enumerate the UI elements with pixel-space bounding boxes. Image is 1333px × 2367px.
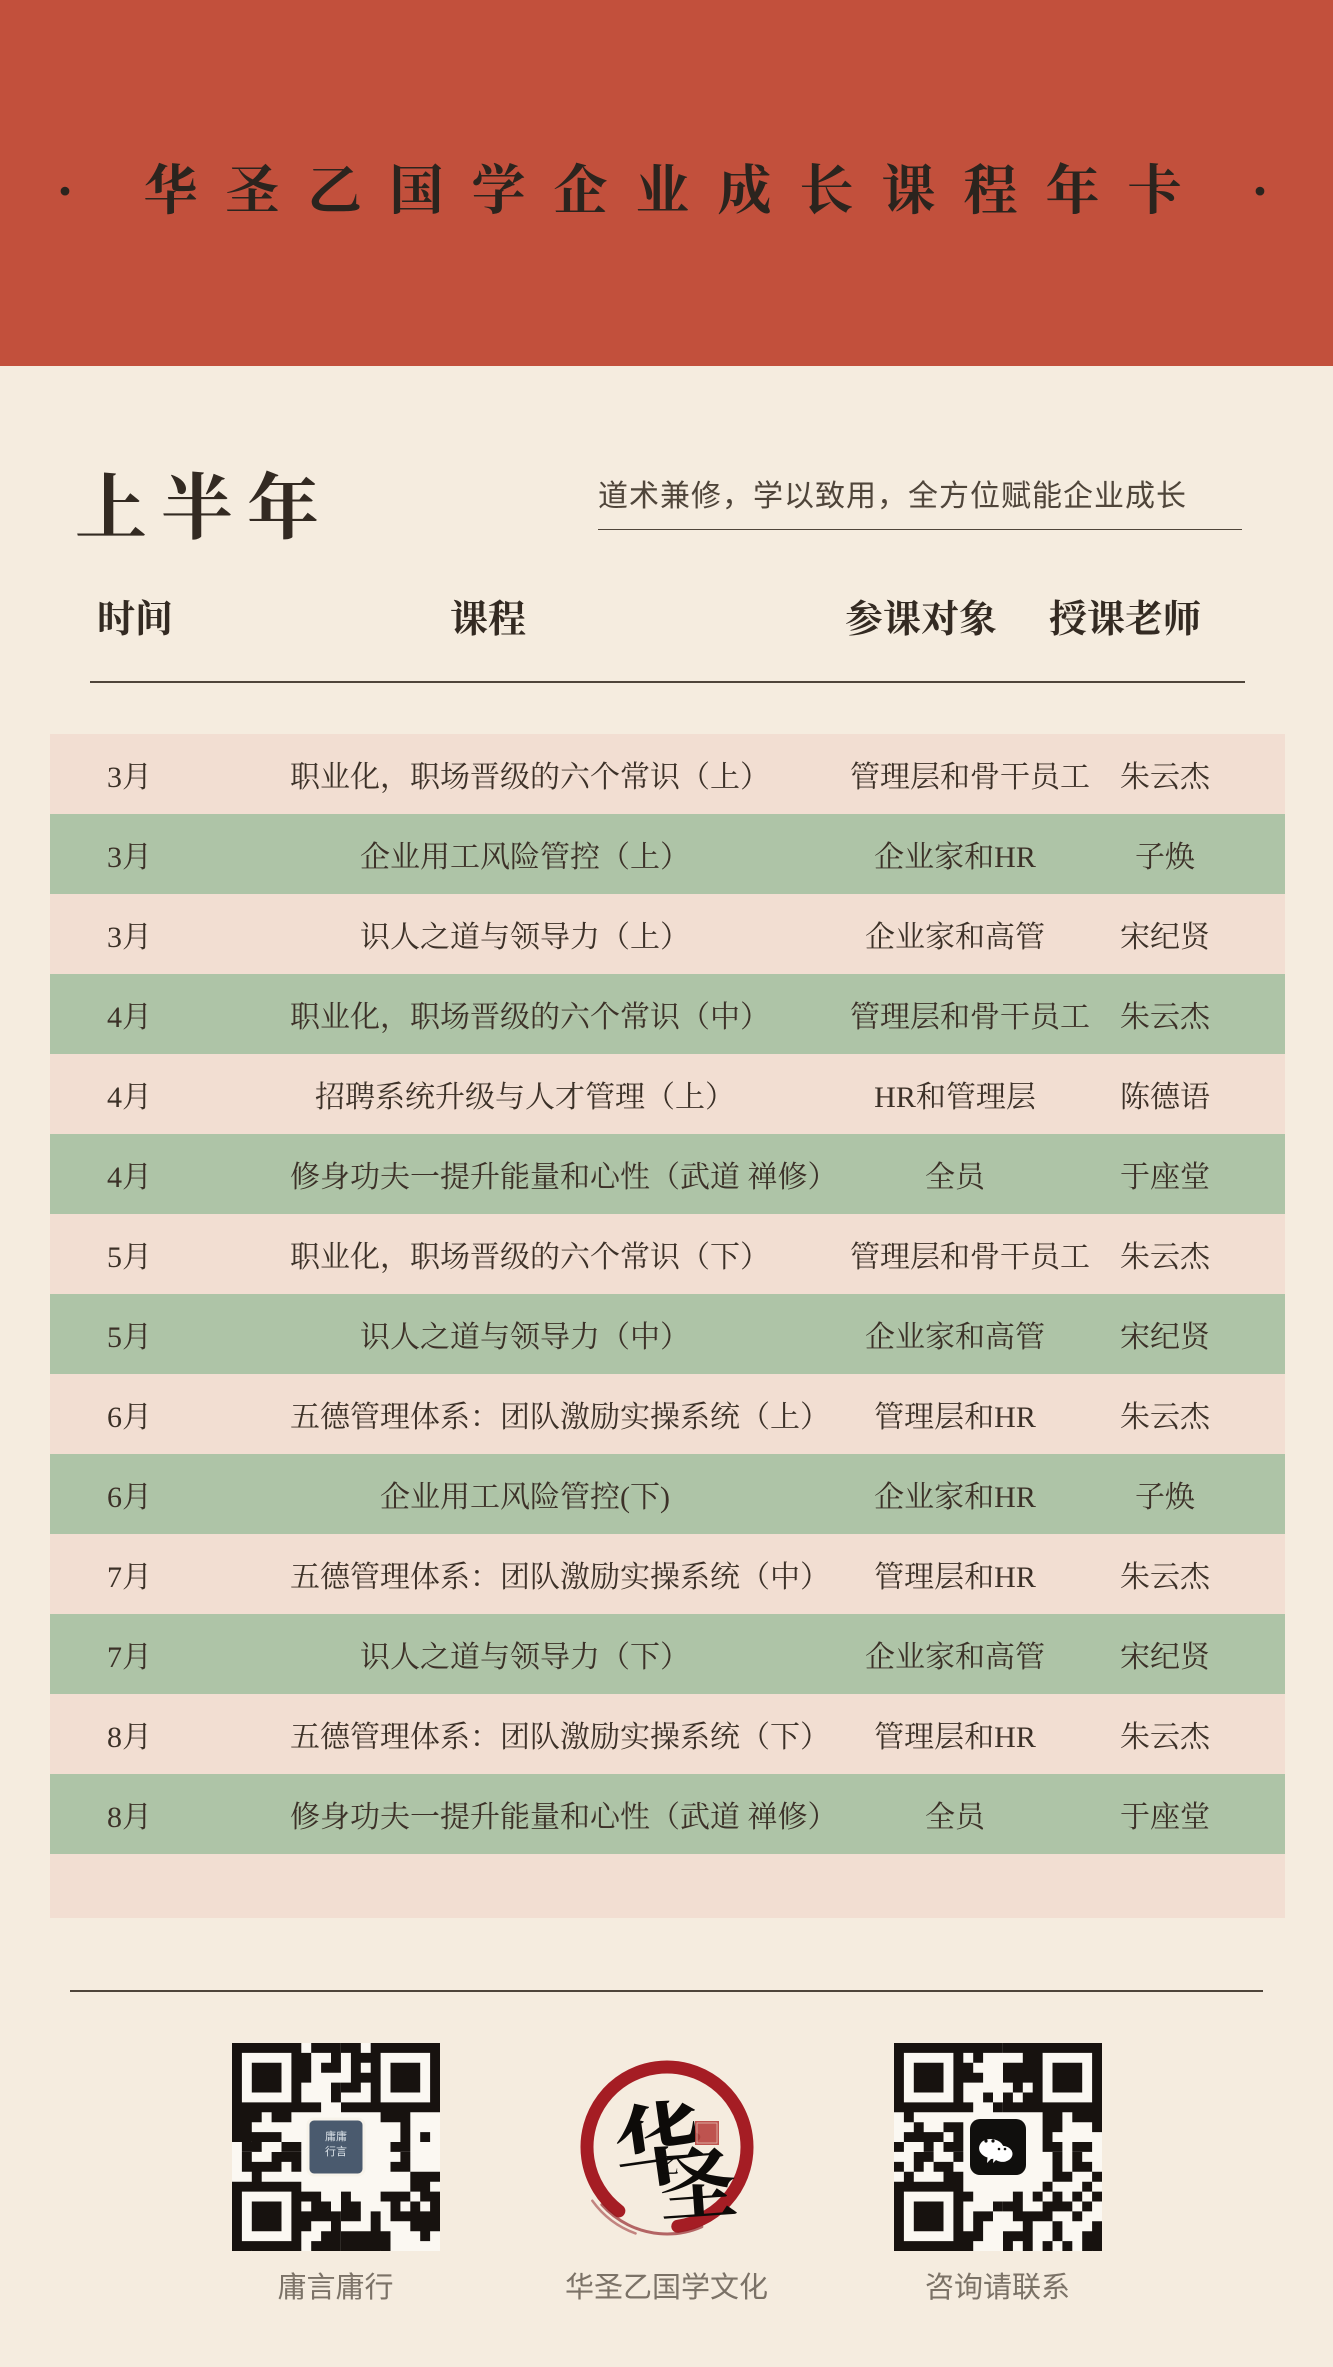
svg-text:行言: 行言 [325,2145,347,2158]
svg-text:圣: 圣 [656,2140,740,2233]
svg-text:庸庸: 庸庸 [325,2129,347,2143]
svg-text:乙: 乙 [659,2156,679,2178]
